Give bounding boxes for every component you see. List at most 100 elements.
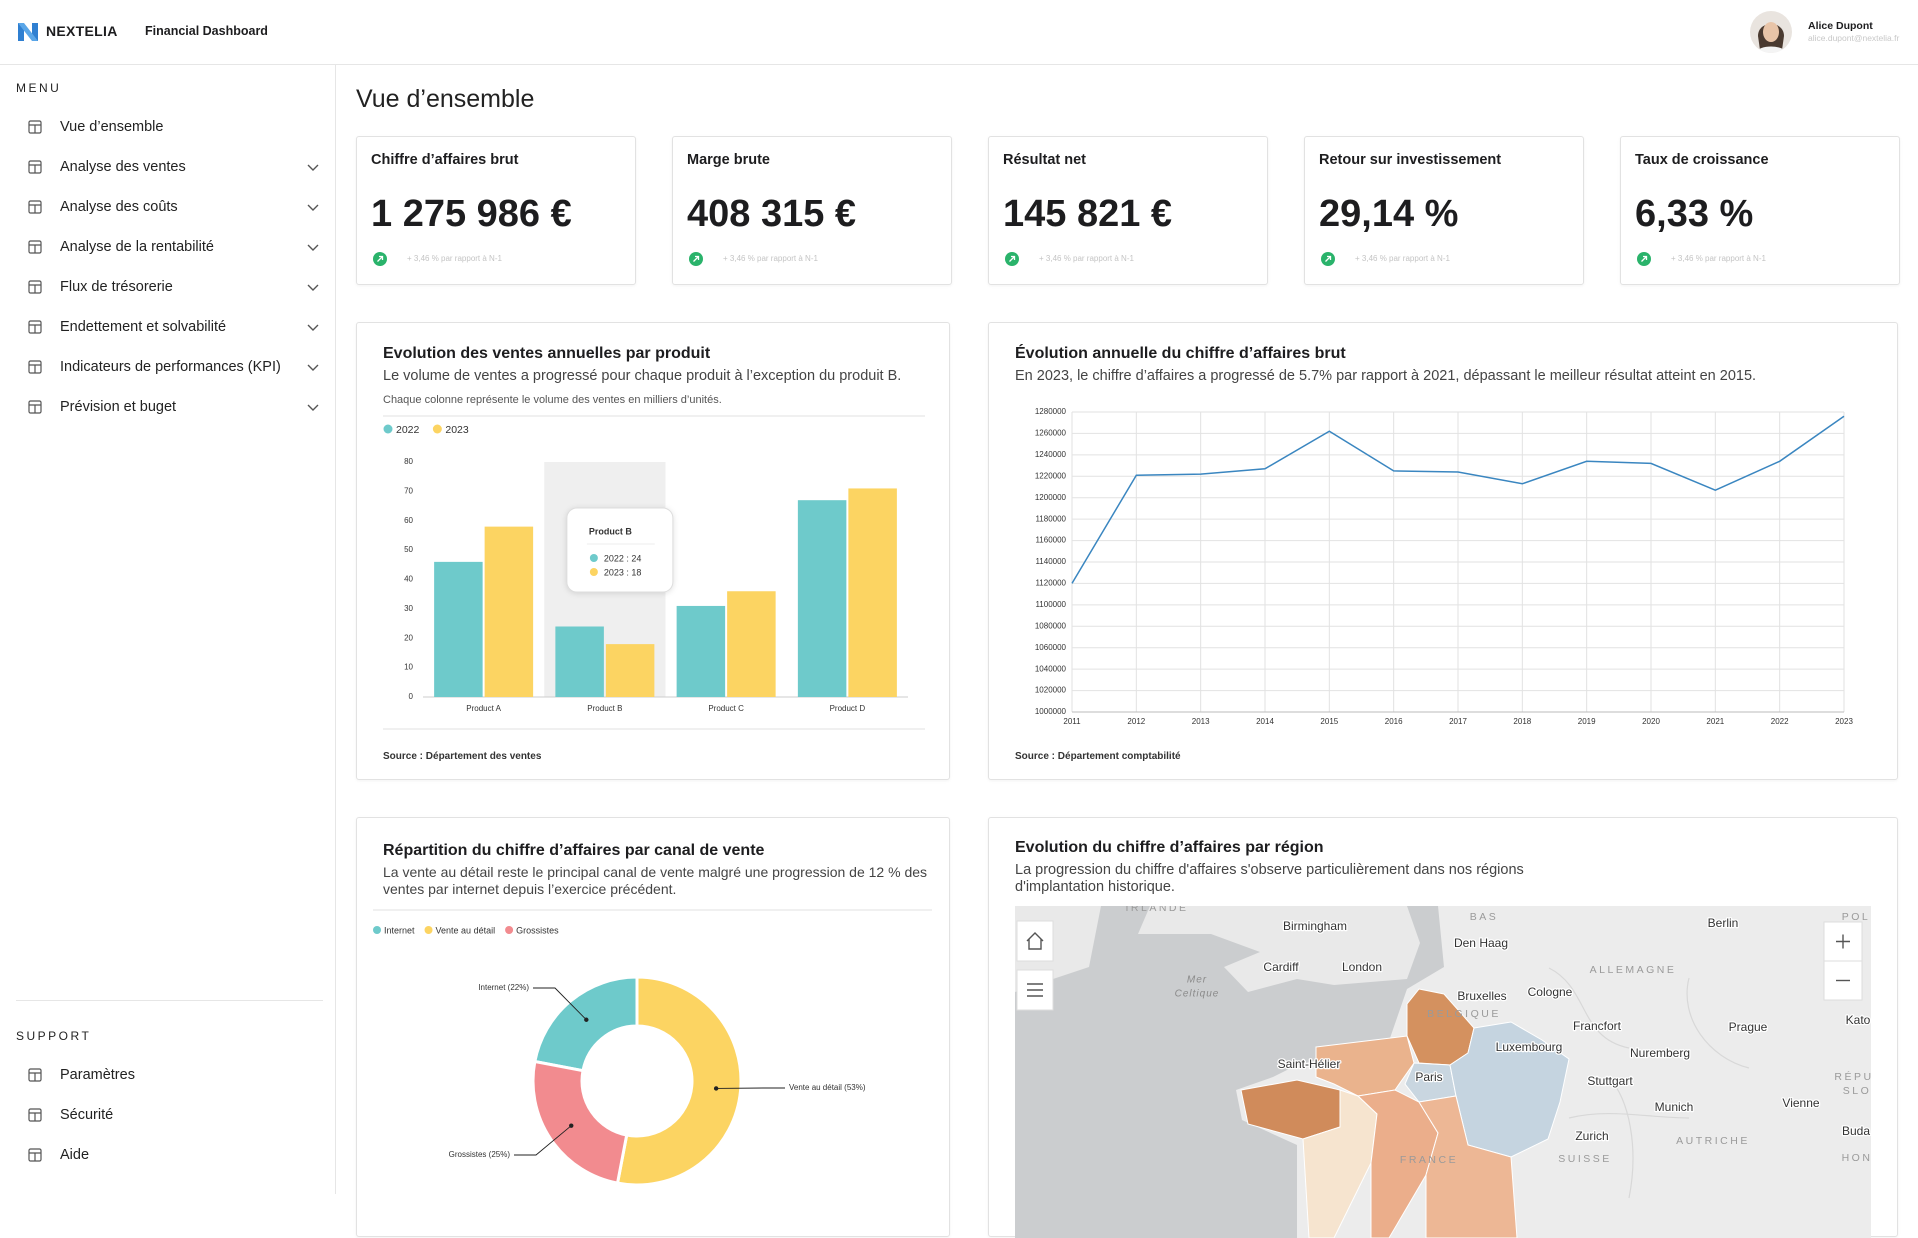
map-zoom-in[interactable] <box>1824 922 1862 961</box>
bar <box>798 500 847 697</box>
menu-item[interactable]: Indicateurs de performances (KPI) <box>0 355 335 379</box>
bar <box>677 606 726 697</box>
menu-icon <box>28 400 42 414</box>
y-tick-label: 1020000 <box>1035 686 1067 695</box>
chevron <box>306 240 320 254</box>
map-label: Stuttgart <box>1587 1074 1633 1088</box>
legend-label: Internet <box>384 925 415 935</box>
map-layers-button[interactable] <box>1017 970 1053 1010</box>
y-tick-label: 70 <box>404 486 413 495</box>
menu-item[interactable]: Analyse des coûts <box>0 195 335 219</box>
legend-swatch <box>373 926 381 934</box>
kpi-label: Taux de croissance <box>1635 152 1769 168</box>
map-home-button[interactable] <box>1017 921 1053 961</box>
menu-title: MENU <box>16 81 61 95</box>
menu-label: Sécurité <box>60 1107 113 1123</box>
menu-item[interactable]: Paramètres <box>0 1063 335 1087</box>
y-tick-label: 60 <box>404 516 413 525</box>
kpi-change: + 3,46 % par rapport à N-1 <box>1671 254 1766 263</box>
chevron-path <box>308 325 318 330</box>
y-tick-label: 1200000 <box>1035 493 1067 502</box>
revenue-chart: 1000000102000010400001060000108000011000… <box>989 323 1899 781</box>
map-label: SUISSE <box>1558 1153 1612 1165</box>
map-label: ALLEMAGNE <box>1590 964 1677 976</box>
kpi-value: 1 275 986 € <box>371 193 572 236</box>
menu-item[interactable]: Aide <box>0 1143 335 1167</box>
x-tick-label: 2017 <box>1449 717 1467 726</box>
icon-lines <box>29 125 41 133</box>
logo <box>16 20 40 44</box>
menu-item[interactable]: Analyse des ventes <box>0 155 335 179</box>
x-tick-label: 2011 <box>1063 717 1081 726</box>
y-tick-label: 1280000 <box>1035 407 1067 416</box>
panel-title: Répartition du chiffre d’affaires par ca… <box>383 842 764 860</box>
map-label: Den Haag <box>1454 936 1508 950</box>
chevron-path <box>308 365 318 370</box>
slice-label: Vente au détail (53%) <box>789 1083 866 1092</box>
map-label: Paris <box>1415 1070 1442 1084</box>
avatar[interactable] <box>1749 10 1793 54</box>
x-tick-label: 2015 <box>1320 717 1338 726</box>
kpi-value: 29,14 % <box>1319 193 1458 236</box>
map-label: Celtique <box>1175 989 1220 1000</box>
leader-dot <box>714 1086 718 1090</box>
y-tick-label: 1040000 <box>1035 664 1067 673</box>
menu-item[interactable]: Flux de trésorerie <box>0 275 335 299</box>
bar <box>485 527 534 697</box>
menu-item[interactable]: Endettement et solvabilité <box>0 315 335 339</box>
kpi-value: 6,33 % <box>1635 193 1753 236</box>
chevron-path <box>308 285 318 290</box>
leader-dot <box>584 1018 588 1022</box>
kpi-change: + 3,46 % par rapport à N-1 <box>723 254 818 263</box>
bar <box>606 644 655 697</box>
y-tick-label: 80 <box>404 457 413 466</box>
x-tick-label: 2014 <box>1256 717 1274 726</box>
legend-swatch <box>384 425 393 434</box>
map-label: Luxembourg <box>1496 1040 1563 1054</box>
panel-source: Source : Département des ventes <box>383 751 541 762</box>
x-tick-label: 2019 <box>1578 717 1596 726</box>
legend-swatch <box>505 926 513 934</box>
icon-lines <box>29 165 41 173</box>
menu-icon <box>28 160 42 174</box>
map-label: RÉPU <box>1834 1070 1873 1083</box>
trend-icon <box>689 252 703 266</box>
panel-subtitle: En 2023, le chiffre d’affaires a progres… <box>1015 368 1756 385</box>
menu-item[interactable]: Analyse de la rentabilité <box>0 235 335 259</box>
y-tick-label: 1220000 <box>1035 471 1067 480</box>
map-label: Cologne <box>1528 985 1573 999</box>
y-tick-label: 20 <box>404 633 413 642</box>
x-tick-label: Product D <box>830 704 866 713</box>
page-title: Vue d’ensemble <box>356 85 534 114</box>
panel-subtitle: La vente au détail reste le principal ca… <box>383 864 938 898</box>
icon-lines <box>29 1073 41 1081</box>
menu-icon <box>28 360 42 374</box>
menu-item[interactable]: Vue d’ensemble <box>0 115 335 139</box>
icon-lines <box>29 205 41 213</box>
tooltip-swatch <box>590 554 598 562</box>
kpi-label: Marge brute <box>687 152 770 168</box>
map-label: Zurich <box>1575 1129 1608 1143</box>
slice-label: Internet (22%) <box>478 983 529 992</box>
map-zoom-out[interactable] <box>1824 961 1862 1000</box>
menu-label: Aide <box>60 1147 89 1163</box>
menu-item[interactable]: Sécurité <box>0 1103 335 1127</box>
panel-title: Évolution annuelle du chiffre d’affaires… <box>1015 345 1346 363</box>
trend-icon <box>1005 252 1019 266</box>
x-tick-label: 2023 <box>1835 717 1853 726</box>
menu-label: Vue d’ensemble <box>60 119 163 135</box>
menu-label: Analyse de la rentabilité <box>60 239 214 255</box>
y-tick-label: 1240000 <box>1035 450 1067 459</box>
trend-icon <box>373 252 387 266</box>
map-label: Vienne <box>1782 1096 1819 1110</box>
chevron-path <box>308 405 318 410</box>
kpi-change: + 3,46 % par rapport à N-1 <box>1355 254 1450 263</box>
menu-item[interactable]: Prévision et buget <box>0 395 335 419</box>
tooltip-box <box>567 508 673 592</box>
chevron <box>306 280 320 294</box>
